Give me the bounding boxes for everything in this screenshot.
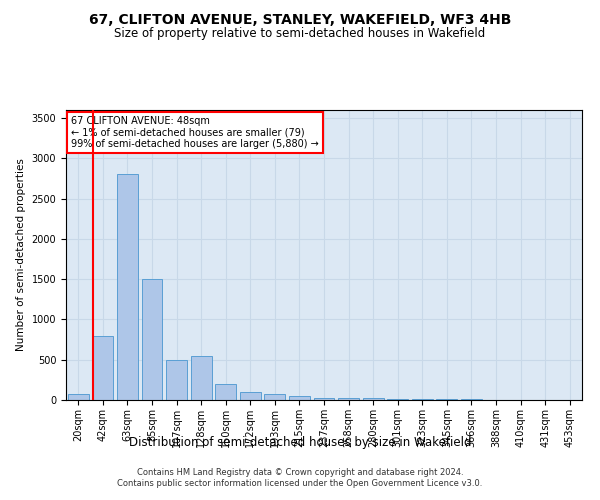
Bar (362, 398, 383, 400)
Bar (436, 399, 457, 400)
Bar (166, 360, 187, 400)
Bar (314, 398, 334, 400)
Bar (68, 394, 89, 400)
Text: 67 CLIFTON AVENUE: 48sqm
← 1% of semi-detached houses are smaller (79)
99% of se: 67 CLIFTON AVENUE: 48sqm ← 1% of semi-de… (71, 116, 319, 149)
Text: Contains HM Land Registry data © Crown copyright and database right 2024.
Contai: Contains HM Land Registry data © Crown c… (118, 468, 482, 487)
Bar (338, 398, 359, 400)
Text: Distribution of semi-detached houses by size in Wakefield: Distribution of semi-detached houses by … (129, 436, 471, 449)
Bar (387, 399, 408, 400)
Y-axis label: Number of semi-detached properties: Number of semi-detached properties (16, 158, 26, 352)
Bar (215, 384, 236, 400)
Bar (240, 392, 261, 400)
Bar (265, 394, 286, 400)
Bar (412, 399, 433, 400)
Text: Size of property relative to semi-detached houses in Wakefield: Size of property relative to semi-detach… (115, 28, 485, 40)
Bar (191, 356, 212, 400)
Bar (289, 396, 310, 400)
Bar (92, 336, 113, 400)
Bar (142, 279, 163, 400)
Bar (117, 174, 138, 400)
Text: 67, CLIFTON AVENUE, STANLEY, WAKEFIELD, WF3 4HB: 67, CLIFTON AVENUE, STANLEY, WAKEFIELD, … (89, 12, 511, 26)
